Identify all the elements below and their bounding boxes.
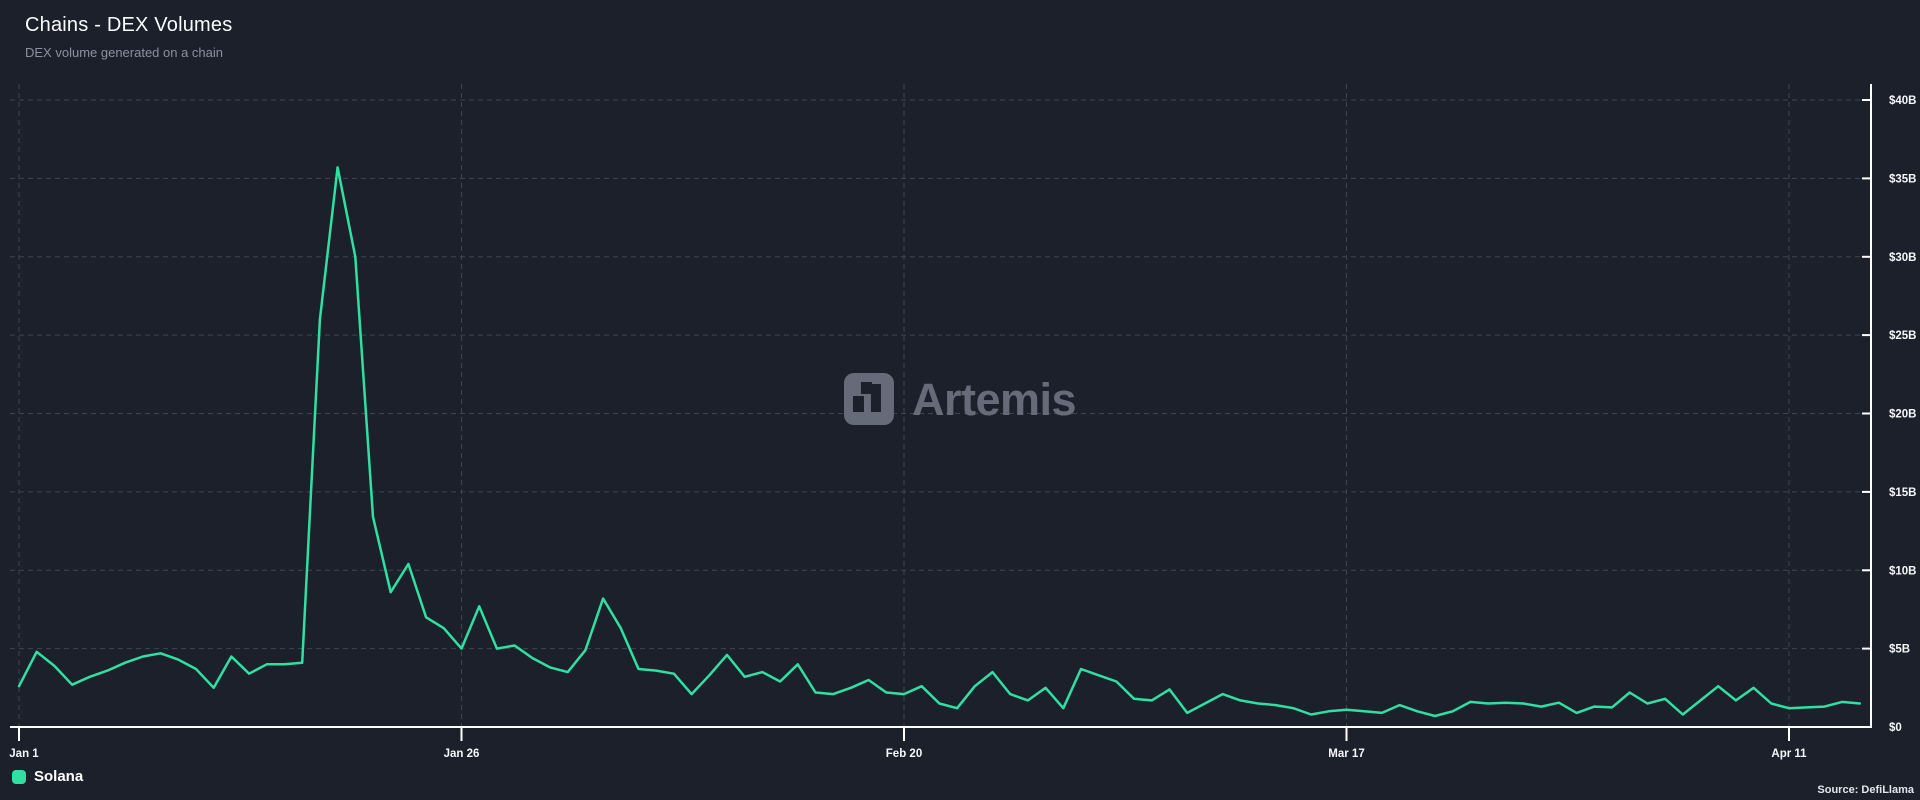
artemis-watermark: Artemis: [843, 373, 1077, 425]
page-title: Chains - DEX Volumes: [25, 14, 233, 36]
y-tick-label: $5B: [1889, 644, 1910, 656]
legend-swatch-solana: [12, 769, 26, 784]
y-tick-label: $0: [1889, 722, 1902, 734]
y-tick-label: $25B: [1889, 330, 1917, 342]
legend-label-solana: Solana: [34, 768, 84, 785]
x-tick-label: Apr 11: [1771, 748, 1807, 760]
y-tick-label: $30B: [1889, 252, 1917, 264]
y-tick-label: $10B: [1889, 565, 1917, 577]
y-tick-label: $40B: [1889, 95, 1917, 107]
x-tick-label: Jan 26: [444, 748, 480, 760]
artemis-logo-icon: [843, 373, 894, 425]
x-tick-label: Jan 1: [9, 748, 39, 760]
source-attribution: Source: DefiLlama: [1817, 784, 1914, 796]
y-tick-label: $20B: [1889, 409, 1917, 421]
y-tick-label: $15B: [1889, 487, 1917, 499]
x-tick-label: Mar 17: [1328, 748, 1364, 760]
x-tick-label: Feb 20: [886, 748, 922, 760]
watermark-text: Artemis: [911, 373, 1077, 425]
legend-item-solana[interactable]: Solana: [12, 768, 83, 785]
page-subtitle: DEX volume generated on a chain: [25, 45, 224, 60]
y-tick-label: $35B: [1889, 173, 1917, 185]
solana-volume-line[interactable]: [17, 166, 1862, 718]
